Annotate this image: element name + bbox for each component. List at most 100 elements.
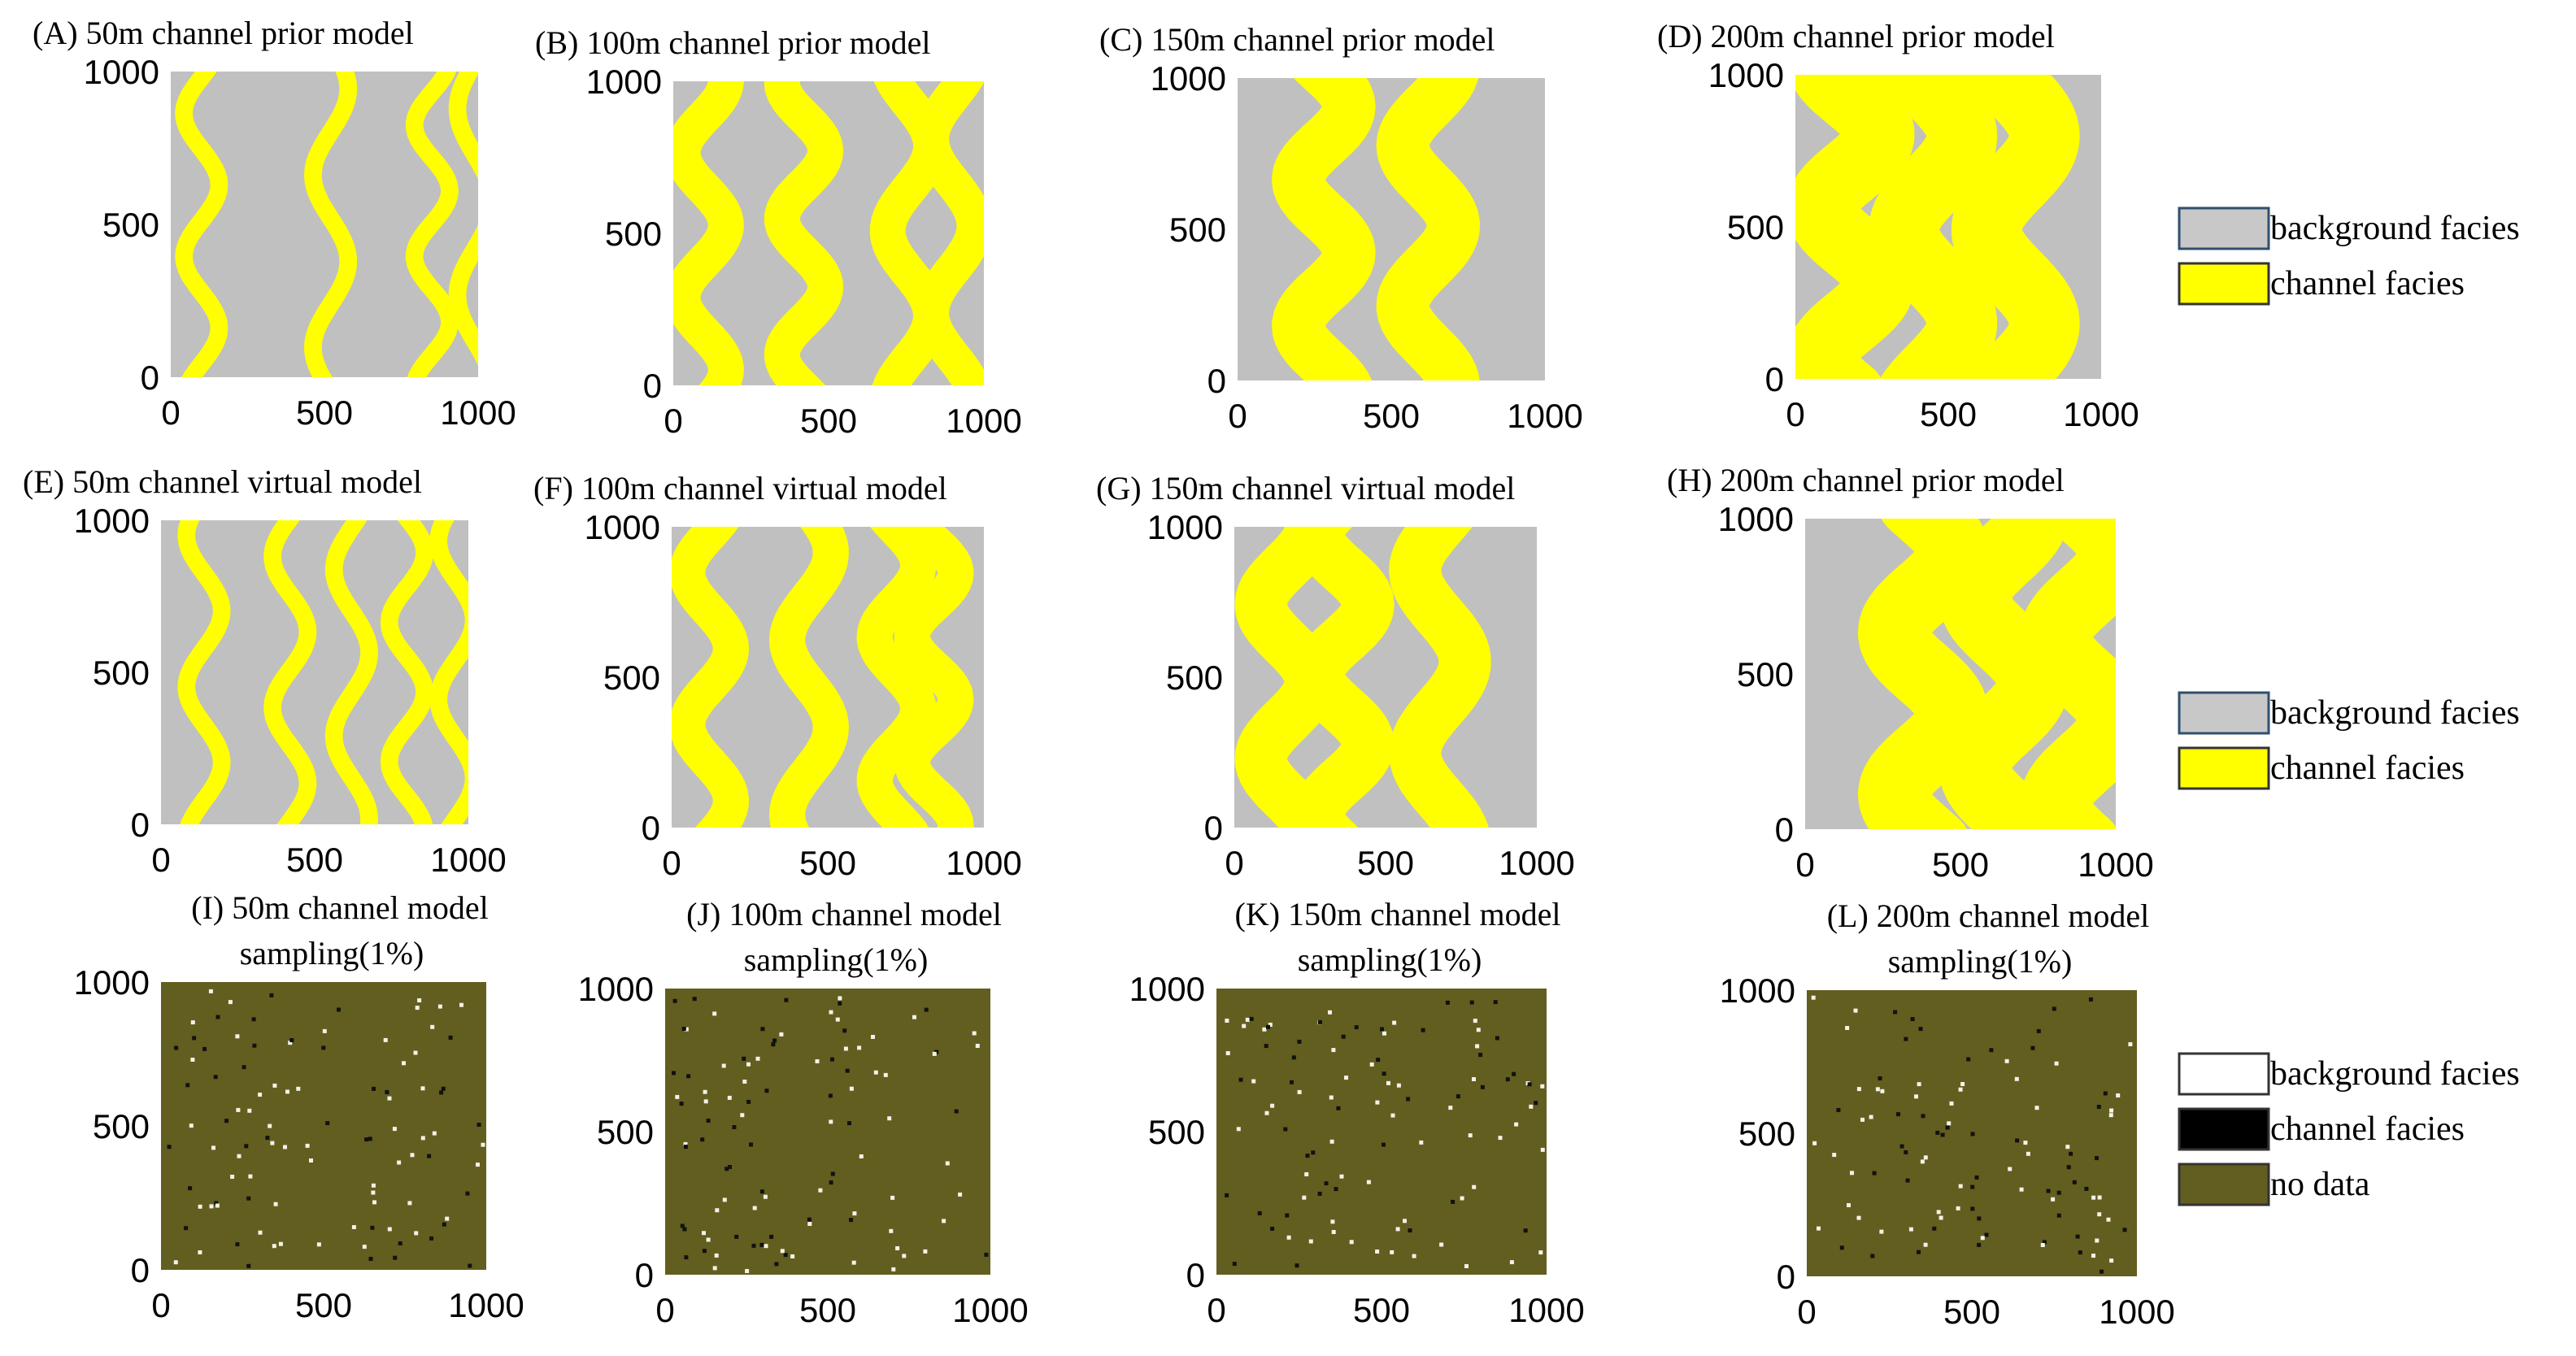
sample-channel <box>984 1252 989 1257</box>
channel-4 <box>913 81 984 385</box>
sample-background <box>1473 1019 1477 1024</box>
sample-background <box>1917 1082 1921 1087</box>
sample-background <box>236 1107 241 1112</box>
x-tick-label: 0 <box>1207 1291 1225 1329</box>
sample-channel <box>2084 1186 2089 1191</box>
sample-background <box>1286 1235 1291 1240</box>
sample-background <box>1268 1023 1273 1027</box>
sample-background <box>807 1222 812 1226</box>
sample-channel <box>686 1074 691 1079</box>
sample-channel <box>679 1102 684 1106</box>
sample-channel <box>1451 1199 1456 1204</box>
sample-background <box>371 1190 376 1195</box>
sample-background <box>2026 1151 2030 1156</box>
sample-background <box>683 1141 688 1146</box>
channel-2 <box>1292 527 1395 828</box>
sample-background <box>1869 1115 1873 1119</box>
sample-background <box>211 1145 215 1150</box>
sample-channel <box>465 1191 470 1196</box>
no-data-area <box>161 982 486 1270</box>
sample-channel <box>244 1144 249 1149</box>
sample-channel <box>849 1218 853 1223</box>
sample-background <box>1392 1020 1397 1025</box>
panel-title: (L) 200m channel model <box>1827 897 2150 934</box>
sample-channel <box>847 1121 851 1126</box>
sample-channel <box>759 1189 764 1194</box>
x-tick-label: 1000 <box>448 1286 524 1324</box>
sample-background <box>387 1227 392 1232</box>
sample-background <box>392 1127 397 1132</box>
sample-background <box>1856 1087 1861 1092</box>
sample-background <box>1339 1174 1344 1179</box>
x-tick-label: 500 <box>296 393 353 432</box>
channel-1 <box>1272 78 1376 380</box>
sample-channel <box>368 1257 373 1261</box>
x-tick-label: 1000 <box>2063 395 2139 433</box>
sample-channel <box>393 1255 398 1260</box>
sample-background <box>706 1237 711 1242</box>
sample-background <box>1382 1031 1386 1036</box>
sample-background <box>2109 1108 2114 1113</box>
y-tick-label: 1000 <box>1147 508 1223 546</box>
sample-background <box>945 1161 950 1166</box>
sample-channel <box>830 1171 835 1176</box>
sample-background <box>215 1203 220 1208</box>
sample-background <box>288 1041 293 1045</box>
sample-background <box>742 1080 747 1084</box>
sample-channel <box>1977 1216 1982 1221</box>
sample-background <box>387 1096 392 1101</box>
channel-4 <box>894 527 974 828</box>
panel-I: (I) 50m channel model sampling(1%) 0 500 100… <box>74 889 524 1324</box>
sample-channel <box>1334 1187 1338 1192</box>
sample-background <box>2054 1061 2059 1066</box>
y-tick-label: 1000 <box>1718 500 1794 538</box>
sample-channel <box>1232 1262 1237 1267</box>
sample-background <box>1251 1079 1256 1084</box>
sample-background <box>923 1249 928 1254</box>
sample-background <box>437 1004 442 1009</box>
sample-channel <box>1921 1114 1925 1119</box>
sample-background <box>1390 1250 1395 1254</box>
sample-background <box>1396 1083 1401 1088</box>
sample-background <box>1832 1153 1837 1158</box>
sample-channel <box>1305 1154 1310 1158</box>
sample-background <box>1225 1051 1230 1055</box>
sample-background <box>1403 1219 1407 1223</box>
x-tick-label: 1000 <box>1507 397 1582 435</box>
y-tick-label: 1000 <box>586 63 662 101</box>
sample-channel <box>681 1027 686 1031</box>
panel-F: (F) 100m channel virtual model 0 500 1000 0 5… <box>533 470 1022 882</box>
sample-background <box>1949 1101 1954 1106</box>
sample-channel <box>251 1017 256 1022</box>
panel-C: (C) 150m channel prior model 0 500 1000 0 500… <box>1099 21 1583 435</box>
sample-background <box>198 1204 202 1209</box>
sample-background <box>1460 1196 1464 1201</box>
sample-background <box>703 1089 707 1094</box>
sample-background <box>1395 1227 1400 1232</box>
x-tick-label: 1000 <box>952 1291 1028 1329</box>
x-tick-label: 1000 <box>946 844 1021 882</box>
sample-background <box>1845 1026 1850 1030</box>
channel-4 <box>380 520 433 824</box>
sample-background <box>209 1204 214 1209</box>
sample-channel <box>370 1225 375 1230</box>
sample-channel <box>954 1109 959 1114</box>
sample-channel <box>1266 1024 1270 1029</box>
sample-background <box>1958 1087 1963 1092</box>
sample-channel <box>1977 1242 1982 1247</box>
sample-channel <box>1872 1171 1877 1176</box>
sample-background <box>270 1141 275 1145</box>
sample-background <box>1936 1210 1941 1215</box>
sample-background <box>309 1158 313 1163</box>
channel-1 <box>1795 75 1915 379</box>
sample-background <box>410 1153 415 1158</box>
sample-background <box>1329 1139 1334 1144</box>
y-tick-label: 500 <box>1148 1113 1205 1151</box>
legend-label: no data <box>2270 1166 2370 1203</box>
sample-channel <box>1935 1130 1940 1135</box>
sample-background <box>851 1260 856 1265</box>
sample-channel <box>246 1196 251 1201</box>
sample-background <box>208 989 213 993</box>
sample-background <box>714 1253 719 1258</box>
sample-background <box>402 1061 406 1066</box>
